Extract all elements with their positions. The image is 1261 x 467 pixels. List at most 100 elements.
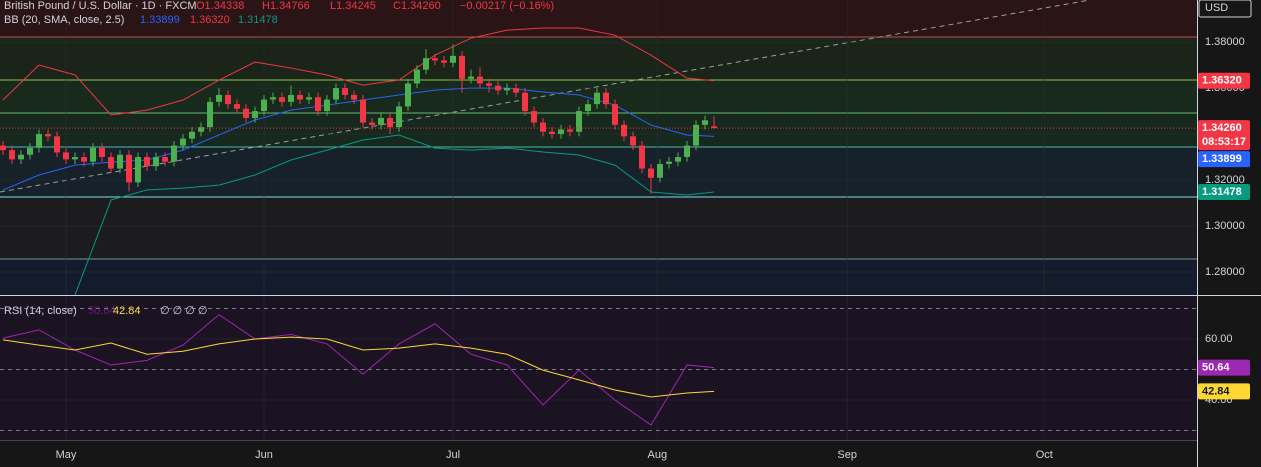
candle-body	[549, 131, 555, 135]
candle-body	[450, 55, 456, 63]
candle-body	[666, 161, 672, 164]
candle-body	[414, 69, 420, 84]
candle-body	[225, 94, 231, 105]
candle-body	[567, 129, 573, 132]
ohlc-high: H1.34766	[262, 0, 310, 12]
candle-body	[279, 97, 285, 102]
candle-body	[711, 126, 717, 129]
candle-body	[90, 147, 96, 162]
rsi-label: RSI (14, close)	[4, 305, 77, 317]
candle-body	[684, 145, 690, 158]
currency-box	[1198, 0, 1252, 18]
candle-body	[342, 88, 348, 95]
candle-body	[387, 117, 393, 128]
candle-body	[603, 92, 609, 105]
price-label: 1.34260	[1202, 122, 1242, 134]
main-pane	[0, 0, 1197, 295]
candle-body	[522, 92, 528, 112]
candle-body	[9, 150, 15, 160]
candle-body	[324, 99, 330, 112]
candle-body	[135, 157, 141, 183]
axes: 1.280001.300001.320001.340001.360001.380…	[56, 0, 1252, 461]
price-label: 1.36320	[1202, 75, 1242, 87]
candle-body	[585, 104, 591, 112]
candle-body	[54, 136, 60, 153]
candle-body	[648, 168, 654, 178]
candle-body	[693, 124, 699, 146]
candle-body	[441, 60, 447, 63]
rsi-pane-background	[0, 296, 1197, 440]
y-tick-label: 60.00	[1205, 333, 1233, 345]
y-tick-label: 1.28000	[1205, 266, 1245, 278]
candle-body	[270, 97, 276, 100]
candle-body	[243, 108, 249, 118]
candle-body	[396, 106, 402, 128]
candle-body	[639, 145, 645, 169]
candle-body	[117, 154, 123, 169]
price-label-box	[1198, 383, 1250, 400]
indicator-line	[2, 336, 715, 398]
price-label-box	[1198, 151, 1250, 168]
candle-body	[657, 163, 663, 178]
change: −0.00217 (−0.16%)	[460, 0, 554, 12]
candle-body	[378, 117, 384, 125]
candle-body	[108, 157, 114, 169]
candle-body	[621, 124, 627, 137]
candle-body	[99, 147, 105, 158]
ohlc-low: L1.34245	[330, 0, 376, 12]
price-label-box	[1198, 72, 1250, 89]
candle-body	[126, 154, 132, 183]
y-tick-label: 1.38000	[1205, 36, 1245, 48]
candle-body	[63, 152, 69, 160]
candle-body	[558, 129, 564, 135]
price-label: 50.64	[1202, 361, 1230, 373]
candle-body	[297, 94, 303, 100]
rsi-value: 42.84	[113, 305, 141, 317]
candle-body	[495, 85, 501, 91]
rsi-value: 50.64	[88, 305, 116, 317]
candle-body	[180, 138, 186, 146]
candle-body	[477, 76, 483, 84]
y-tick-label: 1.32000	[1205, 174, 1245, 186]
candle-body	[612, 104, 618, 125]
candle-body	[306, 97, 312, 100]
candle-body	[45, 134, 51, 137]
main-pane-background	[0, 0, 1197, 295]
candle-body	[207, 101, 213, 128]
bb-label: BB (20, SMA, close, 2.5)	[4, 14, 124, 26]
legend: British Pound / U.S. Dollar · 1D · FXCM …	[4, 0, 554, 317]
candle-body	[36, 134, 42, 148]
x-tick-label: Jun	[255, 449, 273, 461]
symbol: British Pound / U.S. Dollar · 1D · FXCM	[4, 0, 197, 12]
price-label: 1.31478	[1202, 186, 1242, 198]
x-tick-label: Jul	[446, 449, 460, 461]
ohlc-close: C1.34260	[393, 0, 441, 12]
y-tick-label: 1.30000	[1205, 220, 1245, 232]
indicator-line	[74, 134, 715, 295]
indicator-line	[2, 313, 715, 426]
candle-body	[72, 157, 78, 160]
candle-body	[540, 122, 546, 132]
candle-body	[18, 154, 24, 160]
candle-body	[234, 104, 240, 109]
x-tick-label: Sep	[837, 449, 857, 461]
candle-body	[288, 94, 294, 102]
price-label-box	[1198, 359, 1250, 376]
candle-body	[198, 127, 204, 132]
currency: USD	[1205, 2, 1228, 14]
price-label-box	[1198, 120, 1250, 151]
candle-body	[171, 145, 177, 162]
candle-body	[531, 111, 537, 123]
x-tick-label: Aug	[648, 449, 668, 461]
candle-body	[459, 55, 465, 79]
rsi-pane	[0, 296, 1197, 440]
candle-body	[162, 157, 168, 162]
candle-body	[513, 88, 519, 93]
candle-body	[261, 99, 267, 112]
candle-body	[81, 157, 87, 162]
candle-body	[153, 157, 159, 167]
x-tick-label: Oct	[1036, 449, 1053, 461]
x-tick-label: May	[56, 449, 77, 461]
candle-body	[423, 58, 429, 70]
